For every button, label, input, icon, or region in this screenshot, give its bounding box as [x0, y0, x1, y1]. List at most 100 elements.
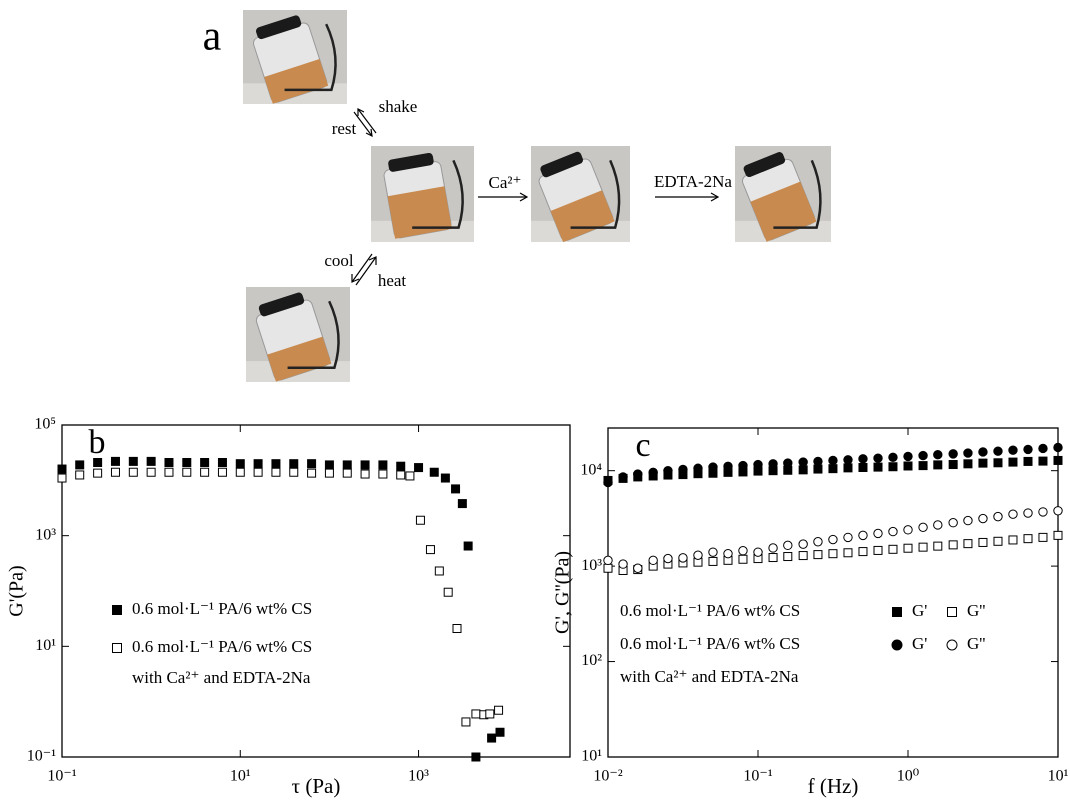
marker — [253, 459, 263, 469]
marker — [324, 460, 334, 470]
legend-label: G'' — [967, 601, 985, 620]
marker — [828, 534, 838, 545]
stand — [284, 23, 337, 92]
marker — [324, 468, 334, 478]
marker — [978, 537, 988, 547]
marker — [843, 532, 853, 543]
marker — [1053, 506, 1063, 516]
plot-frame — [607, 427, 1059, 758]
marker — [463, 541, 473, 551]
marker — [693, 463, 703, 473]
panel-label: a — [203, 14, 222, 60]
marker — [128, 456, 138, 466]
x-axis-label: f (Hz) — [808, 774, 859, 798]
marker — [164, 467, 174, 477]
marker — [307, 459, 317, 469]
marker — [993, 511, 1003, 522]
y-tick-label: 10⁻¹ — [27, 748, 56, 765]
marker — [918, 461, 928, 471]
marker — [182, 467, 192, 477]
marker — [110, 467, 120, 477]
marker — [858, 547, 868, 557]
marker — [888, 526, 898, 537]
marker — [708, 547, 718, 557]
marker — [978, 513, 988, 524]
marker — [1023, 456, 1033, 466]
marker — [873, 545, 883, 555]
marker — [903, 451, 913, 462]
y-tick-label: 10³ — [581, 557, 602, 574]
marker — [978, 458, 988, 468]
marker — [978, 447, 988, 457]
jar-liquid — [264, 58, 329, 104]
legend-marker — [947, 607, 957, 617]
marker — [1053, 530, 1063, 540]
marker — [933, 520, 943, 530]
chart: 10⁻² 10⁻¹ 10⁰ 10¹ 10¹ 10² 10³ 10⁴ c f (Hz) G', G''… — [552, 427, 1069, 798]
marker — [678, 464, 688, 475]
marker — [307, 468, 317, 478]
marker — [828, 455, 838, 466]
marker — [57, 464, 67, 474]
marker — [271, 467, 281, 477]
marker — [57, 473, 67, 483]
jar-cap — [256, 15, 302, 40]
jar — [252, 15, 329, 104]
marker — [918, 522, 928, 533]
marker — [164, 458, 174, 468]
legend-label: 0.6 mol·L⁻¹ PA/6 wt% CS — [620, 601, 800, 620]
marker — [452, 624, 462, 634]
marker — [768, 553, 778, 563]
marker — [873, 453, 883, 463]
marker — [723, 548, 733, 559]
marker — [918, 542, 928, 552]
marker — [146, 467, 156, 477]
marker — [888, 452, 898, 463]
marker — [1053, 442, 1063, 453]
marker — [1023, 508, 1033, 518]
marker — [768, 459, 778, 469]
chart: 10⁻¹ 10¹ 10³ 10⁻¹ 10¹ 10³ 10⁵ b τ (Pa) G'(Pa) 0.6 … — [6, 416, 571, 798]
marker — [451, 484, 461, 494]
legend-label: 0.6 mol·L⁻¹ PA/6 wt% CS — [132, 599, 312, 618]
marker — [828, 549, 838, 559]
marker — [933, 460, 943, 470]
marker — [738, 554, 748, 564]
marker — [485, 709, 495, 719]
marker — [888, 462, 898, 472]
marker — [738, 546, 748, 556]
jar — [383, 152, 452, 239]
marker — [434, 566, 444, 576]
x-tick-label: 10⁰ — [897, 768, 919, 785]
marker — [813, 464, 823, 474]
marker — [217, 458, 227, 468]
marker — [873, 528, 883, 539]
marker — [663, 465, 673, 476]
marker — [723, 461, 733, 472]
marker — [933, 541, 943, 551]
marker — [1008, 457, 1018, 467]
marker — [93, 468, 103, 478]
marker — [843, 455, 853, 465]
marker — [271, 459, 281, 469]
stand — [287, 300, 340, 369]
marker — [1038, 507, 1048, 517]
marker — [963, 539, 973, 549]
panel-label: c — [635, 427, 650, 464]
x-axis-label: τ (Pa) — [292, 774, 341, 798]
marker — [1023, 444, 1033, 455]
marker — [1008, 509, 1018, 519]
marker — [798, 457, 808, 467]
stand — [773, 159, 822, 229]
legend-marker — [891, 639, 903, 651]
marker — [471, 752, 481, 762]
marker — [948, 460, 958, 470]
marker — [813, 550, 823, 560]
marker — [693, 550, 703, 560]
marker — [128, 467, 138, 477]
marker — [495, 727, 505, 737]
marker — [858, 462, 868, 472]
x-tick-label: 10¹ — [230, 768, 251, 785]
marker — [603, 563, 613, 573]
